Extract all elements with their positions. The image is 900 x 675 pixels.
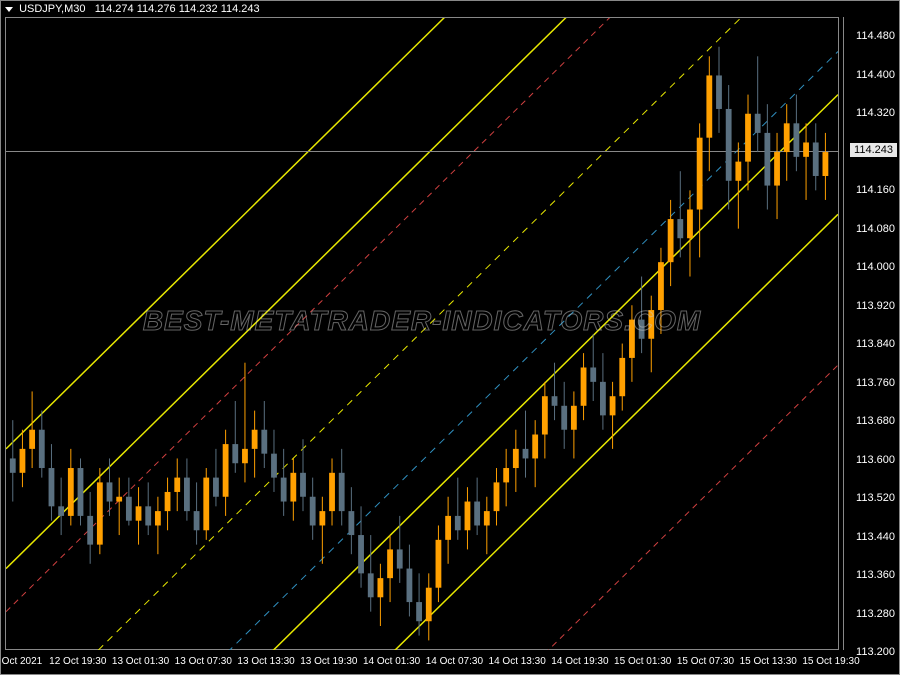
y-tick-label: 113.440 — [856, 531, 895, 543]
x-tick-label: 14 Oct 01:30 — [363, 656, 420, 667]
y-tick-label: 114.080 — [856, 223, 895, 235]
ohlc-label: 114.274 114.276 114.232 114.243 — [95, 3, 260, 15]
chart-header: USDJPY,M30 114.274 114.276 114.232 114.2… — [5, 3, 260, 15]
y-tick-label: 114.160 — [856, 184, 895, 196]
y-tick-label: 113.360 — [856, 569, 895, 581]
y-tick-label: 113.920 — [856, 300, 895, 312]
y-tick-label: 113.280 — [856, 608, 895, 620]
y-tick-label: 113.600 — [856, 454, 895, 466]
x-tick-label: 13 Oct 13:30 — [237, 656, 294, 667]
candles-layer — [6, 18, 838, 650]
x-tick-label: 12 Oct 2021 — [0, 656, 42, 667]
y-tick-label: 114.400 — [856, 69, 895, 81]
x-tick-label: 14 Oct 07:30 — [426, 656, 483, 667]
x-tick-label: 12 Oct 19:30 — [49, 656, 106, 667]
y-tick-label: 113.680 — [856, 415, 895, 427]
y-axis: 113.200113.280113.360113.440113.520113.6… — [843, 17, 899, 650]
x-tick-label: 13 Oct 19:30 — [300, 656, 357, 667]
chart-window[interactable]: USDJPY,M30 114.274 114.276 114.232 114.2… — [0, 0, 900, 675]
y-tick-label: 113.840 — [856, 338, 895, 350]
x-axis: 12 Oct 202112 Oct 19:3013 Oct 01:3013 Oc… — [5, 652, 839, 674]
y-tick-label: 113.760 — [856, 377, 895, 389]
x-tick-label: 15 Oct 07:30 — [677, 656, 734, 667]
dropdown-icon[interactable] — [5, 7, 13, 12]
x-tick-label: 15 Oct 13:30 — [740, 656, 797, 667]
plot-area[interactable]: BEST-METATRADER-INDICATORS.COM — [5, 17, 839, 650]
x-tick-label: 14 Oct 19:30 — [551, 656, 608, 667]
x-tick-label: 15 Oct 19:30 — [802, 656, 859, 667]
x-tick-label: 13 Oct 07:30 — [175, 656, 232, 667]
y-tick-label: 113.520 — [856, 492, 895, 504]
y-tick-label: 113.200 — [856, 646, 895, 658]
x-tick-label: 13 Oct 01:30 — [112, 656, 169, 667]
x-tick-label: 14 Oct 13:30 — [489, 656, 546, 667]
y-tick-label: 114.320 — [856, 107, 895, 119]
y-tick-label: 114.480 — [856, 30, 895, 42]
x-tick-label: 15 Oct 01:30 — [614, 656, 671, 667]
current-price-tag: 114.243 — [850, 143, 897, 157]
symbol-label: USDJPY,M30 — [19, 3, 85, 15]
y-tick-label: 114.000 — [856, 261, 895, 273]
